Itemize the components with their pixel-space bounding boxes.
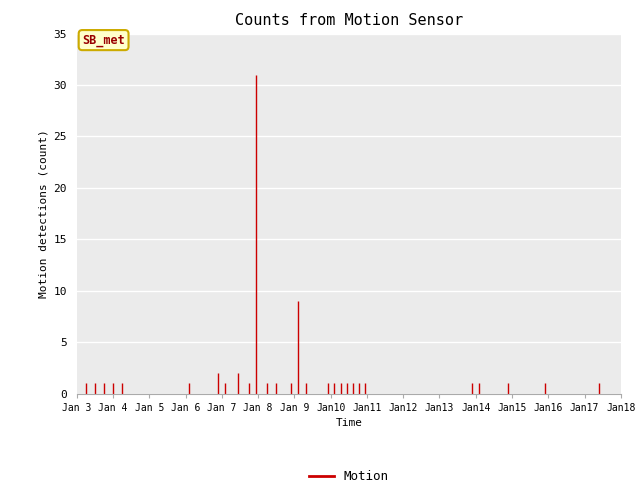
Legend: Motion: Motion (304, 465, 394, 480)
Y-axis label: Motion detections (count): Motion detections (count) (38, 129, 48, 298)
X-axis label: Time: Time (335, 418, 362, 428)
Title: Counts from Motion Sensor: Counts from Motion Sensor (235, 13, 463, 28)
Text: SB_met: SB_met (82, 34, 125, 47)
